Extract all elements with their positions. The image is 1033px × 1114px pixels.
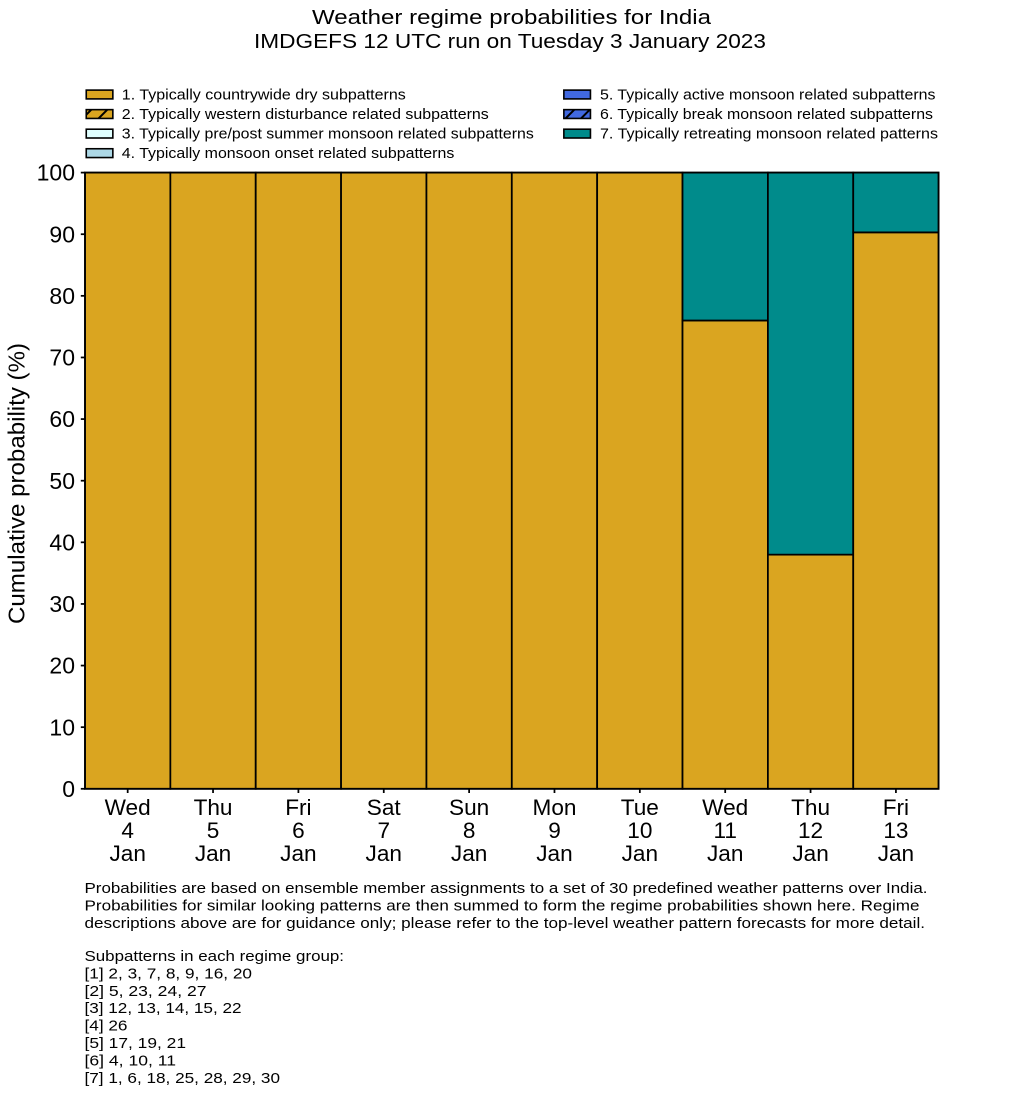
- svg-text:20: 20: [49, 653, 75, 679]
- svg-text:4. Typically monsoon onset rel: 4. Typically monsoon onset related subpa…: [122, 146, 455, 162]
- svg-text:10: 10: [627, 818, 652, 843]
- svg-text:Jan: Jan: [366, 841, 402, 866]
- svg-text:[4] 26: [4] 26: [85, 1019, 128, 1035]
- svg-text:Mon: Mon: [533, 795, 577, 820]
- svg-text:Thu: Thu: [791, 795, 830, 820]
- svg-text:Jan: Jan: [622, 841, 658, 866]
- svg-text:13: 13: [883, 818, 908, 843]
- svg-text:Cumulative probability (%): Cumulative probability (%): [3, 343, 29, 624]
- svg-text:Sat: Sat: [367, 795, 402, 820]
- svg-text:Probabilities are based on ens: Probabilities are based on ensemble memb…: [85, 881, 928, 897]
- svg-text:Jan: Jan: [878, 841, 914, 866]
- svg-text:descriptions above are for gui: descriptions above are for guidance only…: [85, 916, 926, 932]
- svg-text:0: 0: [62, 776, 75, 802]
- svg-text:Jan: Jan: [707, 841, 743, 866]
- svg-text:3. Typically pre/post summer m: 3. Typically pre/post summer monsoon rel…: [122, 127, 534, 143]
- svg-text:8: 8: [463, 818, 476, 843]
- svg-text:Jan: Jan: [451, 841, 487, 866]
- svg-text:10: 10: [49, 714, 75, 740]
- svg-text:5: 5: [207, 818, 220, 843]
- svg-text:12: 12: [798, 818, 823, 843]
- svg-text:11: 11: [713, 818, 736, 843]
- svg-text:7: 7: [377, 818, 390, 843]
- svg-text:IMDGEFS 12 UTC run on Tuesday: IMDGEFS 12 UTC run on Tuesday 3 January …: [254, 30, 766, 53]
- svg-text:5. Typically active monsoon re: 5. Typically active monsoon related subp…: [600, 87, 936, 103]
- svg-text:Thu: Thu: [194, 795, 233, 820]
- svg-text:Jan: Jan: [195, 841, 231, 866]
- svg-text:9: 9: [548, 818, 561, 843]
- svg-text:Probabilities for similar look: Probabilities for similar looking patter…: [85, 898, 920, 914]
- svg-text:50: 50: [49, 468, 75, 494]
- svg-text:Sun: Sun: [449, 795, 489, 820]
- svg-text:2. Typically western disturban: 2. Typically western disturbance related…: [122, 107, 489, 123]
- svg-text:7. Typically retreating monsoo: 7. Typically retreating monsoon related …: [600, 127, 938, 143]
- svg-text:6. Typically break monsoon rel: 6. Typically break monsoon related subpa…: [600, 107, 933, 123]
- svg-text:30: 30: [49, 591, 75, 617]
- svg-text:Fri: Fri: [883, 795, 909, 820]
- svg-text:Wed: Wed: [105, 795, 151, 820]
- svg-text:[2] 5, 23, 24, 27: [2] 5, 23, 24, 27: [85, 984, 207, 1000]
- svg-text:[7] 1, 6, 18, 25, 28, 29, 30: [7] 1, 6, 18, 25, 28, 29, 30: [85, 1071, 281, 1087]
- svg-text:Jan: Jan: [109, 841, 145, 866]
- svg-text:Weather regime probabilities f: Weather regime probabilities for India: [312, 6, 712, 29]
- svg-text:90: 90: [49, 221, 75, 247]
- svg-text:Wed: Wed: [702, 795, 748, 820]
- svg-text:60: 60: [49, 406, 75, 432]
- svg-text:80: 80: [49, 283, 75, 309]
- svg-text:Subpatterns in each regime gro: Subpatterns in each regime group:: [85, 949, 345, 965]
- svg-text:4: 4: [121, 818, 134, 843]
- svg-text:[6] 4, 10, 11: [6] 4, 10, 11: [85, 1054, 177, 1070]
- svg-text:100: 100: [37, 160, 75, 186]
- svg-text:Jan: Jan: [536, 841, 572, 866]
- svg-text:[5] 17, 19, 21: [5] 17, 19, 21: [85, 1036, 187, 1052]
- svg-text:70: 70: [49, 345, 75, 371]
- svg-text:6: 6: [292, 818, 305, 843]
- svg-text:Jan: Jan: [792, 841, 828, 866]
- svg-text:1. Typically countrywide dry s: 1. Typically countrywide dry subpatterns: [122, 87, 406, 103]
- svg-text:[3] 12, 13, 14, 15, 22: [3] 12, 13, 14, 15, 22: [85, 1001, 242, 1017]
- svg-text:40: 40: [49, 529, 75, 555]
- svg-text:Jan: Jan: [280, 841, 316, 866]
- svg-text:Fri: Fri: [285, 795, 311, 820]
- svg-text:[1] 2, 3, 7, 8, 9, 16, 20: [1] 2, 3, 7, 8, 9, 16, 20: [85, 966, 253, 982]
- svg-text:Tue: Tue: [621, 795, 659, 820]
